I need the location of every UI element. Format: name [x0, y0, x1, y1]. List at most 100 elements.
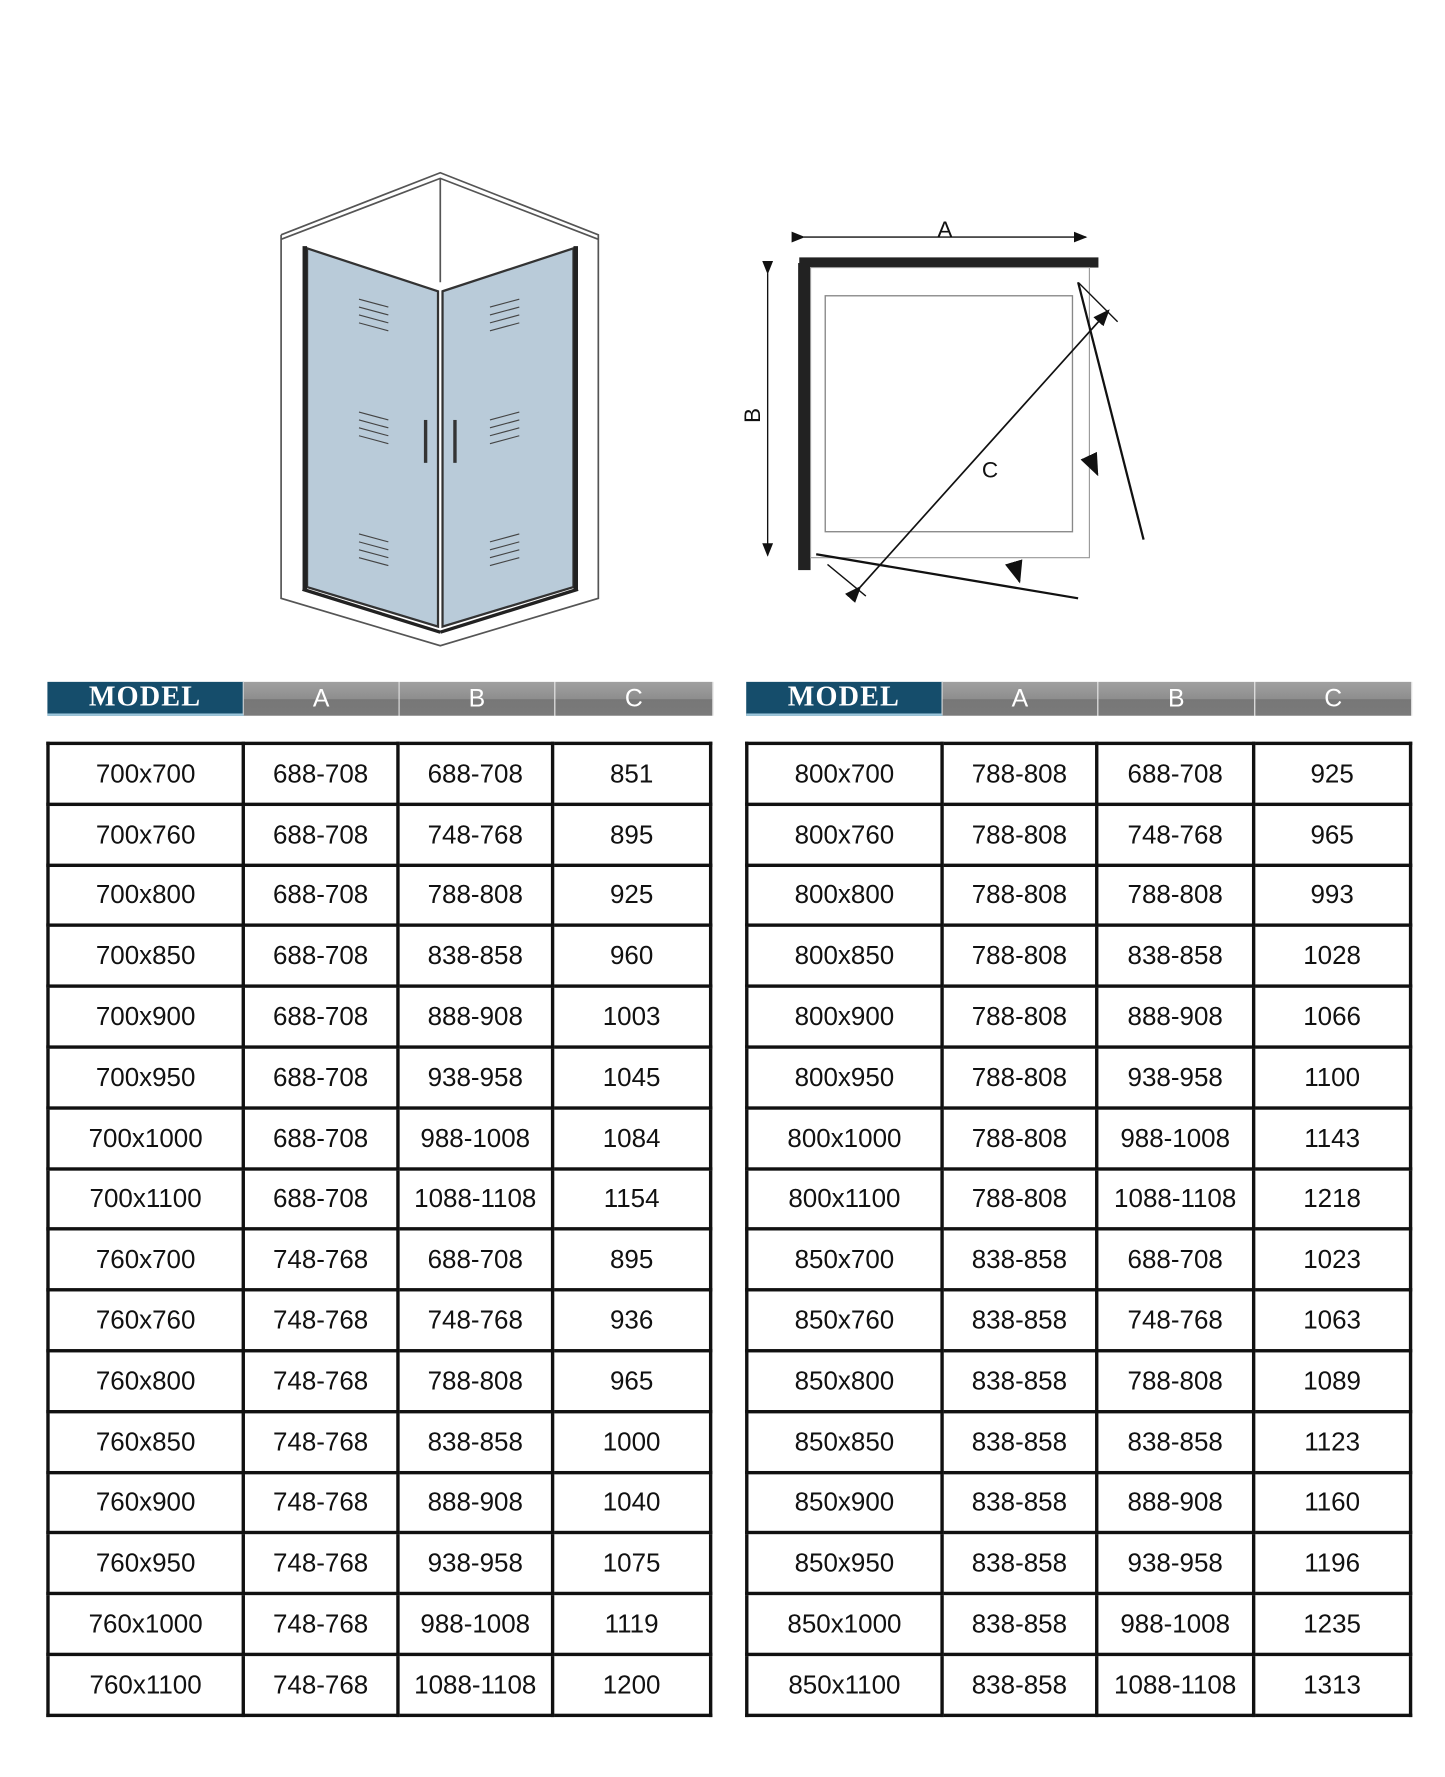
table-row: 760x760 748-768 748-768 936 [46, 1288, 713, 1353]
cell-a: 748-768 [241, 1349, 400, 1414]
cell-c: 1154 [550, 1166, 713, 1231]
cell-b: 748-768 [396, 802, 555, 867]
table-row: 760x1000 748-768 988-1008 1119 [46, 1591, 713, 1657]
cell-c: 1066 [1251, 984, 1413, 1049]
cell-c: 1235 [1251, 1591, 1413, 1657]
cell-c: 1023 [1251, 1227, 1413, 1292]
cell-b: 988-1008 [1095, 1591, 1256, 1657]
cell-b: 1088-1108 [396, 1652, 555, 1717]
cell-a: 788-808 [940, 984, 1099, 1049]
cell-a: 838-858 [940, 1531, 1099, 1596]
cell-c: 936 [550, 1288, 713, 1353]
cell-b: 838-858 [396, 923, 555, 989]
cell-a: 838-858 [940, 1227, 1099, 1292]
cell-b: 1088-1108 [1095, 1166, 1256, 1231]
cell-a: 748-768 [241, 1591, 400, 1657]
cell-c: 1075 [550, 1531, 713, 1596]
cell-c: 1196 [1251, 1531, 1413, 1596]
cell-a: 748-768 [241, 1227, 400, 1292]
cell-c: 1123 [1251, 1409, 1413, 1474]
table-row: 760x1100 748-768 1088-1108 1200 [46, 1652, 713, 1717]
cell-a: 838-858 [940, 1349, 1099, 1414]
cell-a: 688-708 [241, 1166, 400, 1231]
cell-a: 688-708 [241, 802, 400, 867]
cell-b: 838-858 [1095, 1409, 1256, 1474]
cell-b: 748-768 [396, 1288, 555, 1353]
cell-a: 838-858 [940, 1470, 1099, 1535]
cell-a: 788-808 [940, 863, 1099, 928]
table-row: 800x1000 788-808 988-1008 1143 [745, 1106, 1413, 1171]
header-b: B [1098, 681, 1256, 716]
cell-a: 788-808 [940, 1106, 1099, 1171]
cell-b: 838-858 [1095, 923, 1256, 989]
cell-model: 800x760 [745, 802, 944, 867]
cell-model: 700x850 [46, 923, 245, 989]
table-row: 850x1100 838-858 1088-1108 1313 [745, 1652, 1413, 1717]
cell-c: 925 [550, 863, 713, 928]
cell-model: 700x1000 [46, 1106, 245, 1171]
cell-a: 788-808 [940, 1166, 1099, 1231]
table-row: 850x900 838-858 888-908 1160 [745, 1470, 1413, 1535]
cell-model: 850x1100 [745, 1652, 944, 1717]
cell-model: 800x900 [745, 984, 944, 1049]
right-size-table: 800x700 788-808 688-708 925 800x760 788-808 74… [745, 741, 1413, 1717]
header-a: A [243, 681, 400, 716]
left-table-header: MODEL A B C [47, 681, 714, 716]
cell-a: 688-708 [241, 1106, 400, 1171]
cell-a: 788-808 [940, 741, 1099, 806]
table-row: 760x950 748-768 938-958 1075 [46, 1531, 713, 1596]
table-row: 700x760 688-708 748-768 895 [46, 802, 713, 867]
table-row: 760x900 748-768 888-908 1040 [46, 1470, 713, 1535]
table-row: 760x700 748-768 688-708 895 [46, 1227, 713, 1292]
cell-model: 760x900 [46, 1470, 245, 1535]
cell-b: 688-708 [396, 1227, 555, 1292]
cell-a: 748-768 [241, 1652, 400, 1717]
cell-c: 1160 [1251, 1470, 1413, 1535]
shower-enclosure-3d-illustration [280, 171, 600, 647]
cell-a: 688-708 [241, 1045, 400, 1110]
cell-model: 850x900 [745, 1470, 944, 1535]
cell-model: 760x800 [46, 1349, 245, 1414]
cell-b: 748-768 [1095, 1288, 1256, 1353]
cell-a: 838-858 [940, 1288, 1099, 1353]
table-row: 800x900 788-808 888-908 1066 [745, 984, 1413, 1049]
table-row: 700x850 688-708 838-858 960 [46, 923, 713, 989]
door-handle-icon [423, 419, 457, 463]
cell-c: 965 [1251, 802, 1413, 867]
cell-model: 760x760 [46, 1288, 245, 1353]
left-glass-door [305, 246, 440, 629]
table-row: 800x1100 788-808 1088-1108 1218 [745, 1166, 1413, 1231]
cell-c: 1218 [1251, 1166, 1413, 1231]
cell-c: 1063 [1251, 1288, 1413, 1353]
frosted-stripes [358, 298, 520, 567]
right-glass-door [441, 246, 575, 629]
header-model: MODEL [47, 681, 244, 716]
cell-b: 788-808 [396, 863, 555, 928]
cell-model: 700x950 [46, 1045, 245, 1110]
cell-b: 788-808 [1095, 863, 1256, 928]
cell-c: 1100 [1251, 1045, 1413, 1110]
cell-a: 688-708 [241, 923, 400, 989]
cell-b: 888-908 [1095, 984, 1256, 1049]
cell-b: 888-908 [396, 984, 555, 1049]
cell-model: 700x900 [46, 984, 245, 1049]
cell-a: 688-708 [241, 984, 400, 1049]
cell-b: 988-1008 [396, 1591, 555, 1657]
cell-b: 788-808 [396, 1349, 555, 1414]
cell-b: 938-958 [1095, 1045, 1256, 1110]
table-row: 700x700 688-708 688-708 851 [46, 741, 713, 806]
cell-c: 993 [1251, 863, 1413, 928]
cell-a: 748-768 [241, 1288, 400, 1353]
cell-b: 938-958 [396, 1531, 555, 1596]
cell-c: 1084 [550, 1106, 713, 1171]
cell-c: 1000 [550, 1409, 713, 1474]
cell-c: 1089 [1251, 1349, 1413, 1414]
cell-c: 895 [550, 1227, 713, 1292]
cell-b: 838-858 [396, 1409, 555, 1474]
cell-c: 925 [1251, 741, 1413, 806]
cell-c: 1045 [550, 1045, 713, 1110]
cell-model: 700x800 [46, 863, 245, 928]
table-row: 800x700 788-808 688-708 925 [745, 741, 1413, 806]
cell-model: 800x700 [745, 741, 944, 806]
